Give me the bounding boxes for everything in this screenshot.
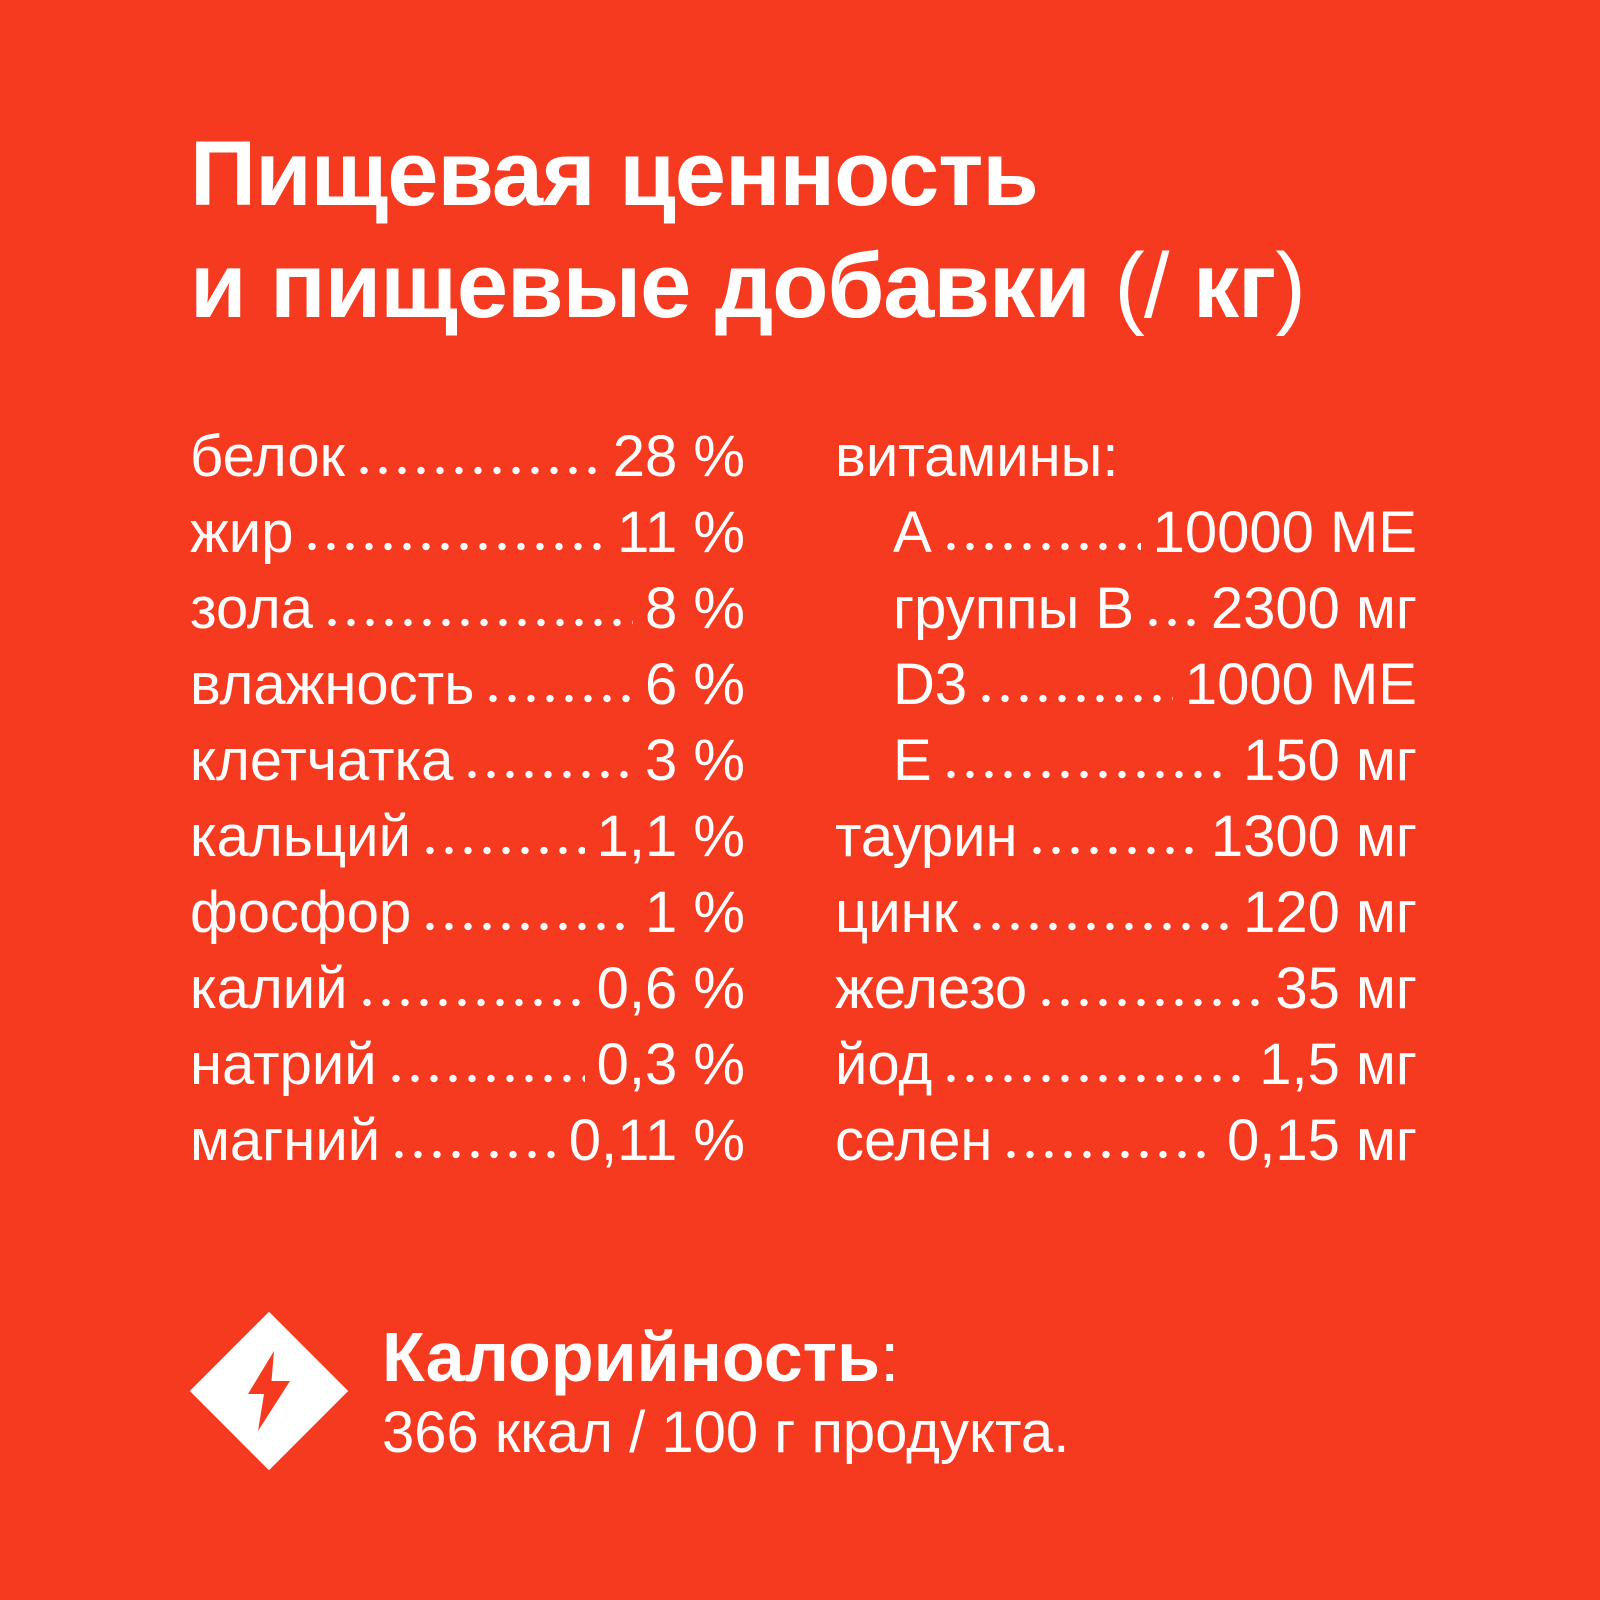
nutrition-column-left: белок 28 % жир 11 % зола 8 % влажность 6… bbox=[190, 419, 745, 1179]
dot-leader bbox=[307, 541, 606, 552]
row-label: цинк bbox=[835, 880, 959, 945]
table-row-calcium: кальций 1,1 % bbox=[190, 799, 745, 875]
table-row-vitamin-b: группы B 2300 мг bbox=[835, 571, 1417, 647]
table-row-protein: белок 28 % bbox=[190, 419, 745, 495]
dot-leader bbox=[945, 769, 1232, 780]
dot-leader bbox=[467, 769, 634, 780]
row-label: зола bbox=[190, 576, 314, 641]
dot-leader bbox=[1031, 845, 1199, 856]
row-value: 1,1 % bbox=[596, 804, 745, 869]
page-title-line2-text: и пищевые добавки bbox=[190, 235, 1115, 337]
table-row-ash: зола 8 % bbox=[190, 571, 745, 647]
vitamins-header: витамины: bbox=[835, 419, 1417, 495]
table-row-moisture: влажность 6 % bbox=[190, 647, 745, 723]
table-row-fat: жир 11 % bbox=[190, 495, 745, 571]
dot-leader bbox=[946, 1073, 1248, 1084]
calories-value: 366 ккал / 100 г продукта. bbox=[382, 1400, 1070, 1465]
dot-leader bbox=[1006, 1149, 1215, 1160]
dot-leader bbox=[390, 1073, 585, 1084]
page-title-unit: кг bbox=[1192, 235, 1276, 337]
row-value: 0,3 % bbox=[596, 1032, 745, 1097]
table-row-zinc: цинк 120 мг bbox=[835, 875, 1417, 951]
calories-text: Калорийность: 366 ккал / 100 г продукта. bbox=[382, 1318, 1069, 1464]
calories-label: Калорийность bbox=[382, 1318, 880, 1396]
row-value: 150 мг bbox=[1243, 728, 1417, 793]
row-value: 6 % bbox=[645, 652, 745, 717]
table-row-iodine: йод 1,5 мг bbox=[835, 1027, 1417, 1103]
table-row-taurine: таурин 1300 мг bbox=[835, 799, 1417, 875]
dot-leader bbox=[327, 617, 634, 628]
table-row-potassium: калий 0,6 % bbox=[190, 951, 745, 1027]
calories-title: Калорийность: bbox=[382, 1318, 1069, 1396]
page-title-line1: Пищевая ценность bbox=[190, 123, 1039, 225]
dot-leader bbox=[425, 921, 634, 932]
row-value: 1000 МЕ bbox=[1184, 652, 1417, 717]
row-value: 2300 мг bbox=[1210, 576, 1417, 641]
table-row-selenium: селен 0,15 мг bbox=[835, 1103, 1417, 1179]
row-value: 0,11 % bbox=[568, 1108, 745, 1173]
row-label: йод bbox=[835, 1032, 933, 1097]
row-label: белок bbox=[190, 424, 346, 489]
table-row-magnesium: магний 0,11 % bbox=[190, 1103, 745, 1179]
dot-leader bbox=[1148, 617, 1199, 628]
row-value: 1 % bbox=[645, 880, 745, 945]
lightning-icon bbox=[248, 1351, 290, 1431]
row-label: фосфор bbox=[190, 880, 412, 945]
dot-leader bbox=[945, 541, 1141, 552]
dot-leader bbox=[1041, 997, 1264, 1008]
row-label: влажность bbox=[190, 652, 475, 717]
row-value: 1,5 мг bbox=[1259, 1032, 1417, 1097]
page-title-line2: и пищевые добавки (/ кг) bbox=[190, 230, 1470, 342]
row-label: D3 bbox=[893, 652, 968, 717]
row-label: клетчатка bbox=[190, 728, 454, 793]
row-value: 3 % bbox=[645, 728, 745, 793]
table-row-vitamin-a: A 10000 МЕ bbox=[835, 495, 1417, 571]
row-label: кальций bbox=[190, 804, 411, 869]
table-row-phosphorus: фосфор 1 % bbox=[190, 875, 745, 951]
row-label: селен bbox=[835, 1108, 993, 1173]
row-label: магний bbox=[190, 1108, 381, 1173]
row-label: E bbox=[893, 728, 932, 793]
nutrition-table: белок 28 % жир 11 % зола 8 % влажность 6… bbox=[190, 419, 1470, 1179]
row-value: 120 мг bbox=[1243, 880, 1417, 945]
dot-leader bbox=[488, 693, 634, 704]
row-value: 1300 мг bbox=[1210, 804, 1417, 869]
diamond-shape bbox=[189, 1311, 349, 1471]
row-value: 11 % bbox=[617, 500, 745, 565]
row-label: группы B bbox=[893, 576, 1135, 641]
table-row-vitamin-d3: D3 1000 МЕ bbox=[835, 647, 1417, 723]
row-value: 0,15 мг bbox=[1226, 1108, 1417, 1173]
dot-leader bbox=[359, 465, 601, 476]
table-row-vitamin-e: E 150 мг bbox=[835, 723, 1417, 799]
row-value: 10000 МЕ bbox=[1152, 500, 1417, 565]
calories-badge bbox=[189, 1311, 349, 1471]
dot-leader bbox=[424, 845, 585, 856]
row-label: таурин bbox=[835, 804, 1018, 869]
row-label: витамины: bbox=[835, 424, 1119, 489]
table-row-iron: железо 35 мг bbox=[835, 951, 1417, 1027]
calories-section: Калорийность: 366 ккал / 100 г продукта. bbox=[189, 1311, 1470, 1471]
row-label: калий bbox=[190, 956, 348, 1021]
dot-leader bbox=[394, 1149, 557, 1160]
table-row-sodium: натрий 0,3 % bbox=[190, 1027, 745, 1103]
row-value: 35 мг bbox=[1275, 956, 1417, 1021]
row-label: A bbox=[893, 500, 932, 565]
row-value: 28 % bbox=[612, 424, 745, 489]
row-label: жир bbox=[190, 500, 294, 565]
table-row-fiber: клетчатка 3 % bbox=[190, 723, 745, 799]
dot-leader bbox=[361, 997, 585, 1008]
page-title: Пищевая ценность и пищевые добавки (/ кг… bbox=[190, 118, 1470, 342]
page-title-paren-open: (/ bbox=[1114, 235, 1193, 337]
calories-colon: : bbox=[880, 1318, 900, 1396]
row-value: 8 % bbox=[645, 576, 745, 641]
row-label: железо bbox=[835, 956, 1028, 1021]
dot-leader bbox=[981, 693, 1173, 704]
dot-leader bbox=[972, 921, 1232, 932]
row-value: 0,6 % bbox=[596, 956, 745, 1021]
nutrition-column-right: витамины: A 10000 МЕ группы B 2300 мг D3… bbox=[835, 419, 1417, 1179]
page-title-paren-close: ) bbox=[1275, 235, 1306, 337]
row-label: натрий bbox=[190, 1032, 377, 1097]
